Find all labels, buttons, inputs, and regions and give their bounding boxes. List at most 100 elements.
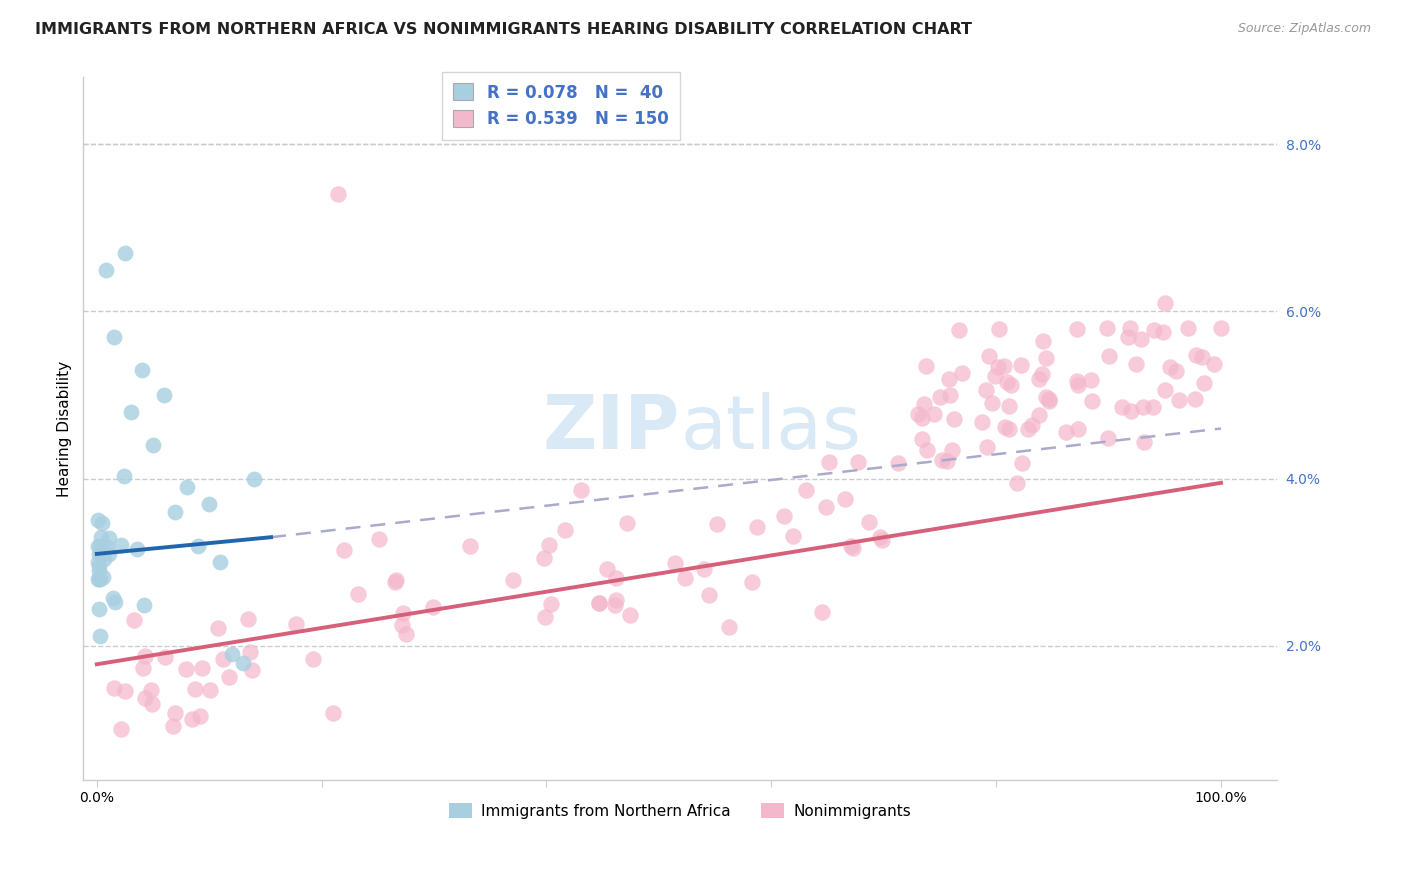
Point xyxy=(122,613,145,627)
Point xyxy=(950,366,973,380)
Point xyxy=(87,555,110,569)
Point xyxy=(596,561,619,575)
Point xyxy=(588,596,610,610)
Point xyxy=(534,609,557,624)
Point xyxy=(346,587,368,601)
Point xyxy=(540,597,562,611)
Point xyxy=(533,550,555,565)
Point xyxy=(89,602,111,616)
Point xyxy=(1191,351,1213,365)
Point xyxy=(385,573,408,587)
Point xyxy=(939,388,962,402)
Point xyxy=(1038,394,1060,409)
Point xyxy=(187,539,209,553)
Point xyxy=(912,397,935,411)
Point xyxy=(1010,358,1032,372)
Point xyxy=(782,529,804,543)
Point xyxy=(1097,321,1119,335)
Point xyxy=(98,548,121,562)
Point xyxy=(772,509,794,524)
Point xyxy=(846,455,869,469)
Point xyxy=(391,618,413,632)
Point xyxy=(142,438,165,452)
Point xyxy=(87,572,110,586)
Point xyxy=(328,187,350,202)
Point xyxy=(1035,390,1057,404)
Point xyxy=(103,591,125,606)
Point xyxy=(1121,403,1143,417)
Point xyxy=(941,442,963,457)
Point xyxy=(89,572,111,586)
Point xyxy=(110,723,132,737)
Point xyxy=(948,323,970,337)
Point xyxy=(741,574,763,589)
Point xyxy=(1066,321,1088,335)
Point xyxy=(1168,393,1191,408)
Point xyxy=(616,516,638,531)
Point xyxy=(120,405,142,419)
Point xyxy=(89,539,111,553)
Point xyxy=(569,483,592,497)
Point xyxy=(811,605,834,619)
Point xyxy=(322,706,344,720)
Point xyxy=(1130,332,1153,346)
Point xyxy=(1054,425,1077,439)
Text: atlas: atlas xyxy=(681,392,862,465)
Point xyxy=(911,432,934,446)
Point xyxy=(1154,384,1177,398)
Point xyxy=(458,539,481,553)
Point xyxy=(391,607,413,621)
Point xyxy=(1031,367,1053,381)
Point xyxy=(1028,372,1050,386)
Point xyxy=(103,595,125,609)
Point xyxy=(1132,435,1154,450)
Point xyxy=(139,683,162,698)
Point xyxy=(96,540,118,554)
Point xyxy=(1111,400,1133,414)
Point xyxy=(1118,321,1140,335)
Point xyxy=(1097,431,1119,445)
Point xyxy=(301,652,323,666)
Point xyxy=(1021,418,1043,433)
Point xyxy=(218,670,240,684)
Point xyxy=(384,574,406,589)
Point xyxy=(207,621,229,635)
Point xyxy=(103,329,125,343)
Point xyxy=(367,532,389,546)
Point xyxy=(693,562,716,576)
Point xyxy=(1125,357,1147,371)
Point xyxy=(114,683,136,698)
Point xyxy=(87,547,110,561)
Point xyxy=(87,512,110,526)
Point xyxy=(988,322,1011,336)
Point xyxy=(212,651,235,665)
Point xyxy=(1080,373,1102,387)
Point xyxy=(209,555,232,569)
Point xyxy=(132,661,155,675)
Point xyxy=(198,683,221,698)
Point xyxy=(1202,357,1225,371)
Point xyxy=(184,681,207,696)
Point xyxy=(998,399,1021,413)
Point xyxy=(1194,376,1216,390)
Point xyxy=(745,520,768,534)
Point xyxy=(1153,296,1175,310)
Point xyxy=(1007,476,1029,491)
Point xyxy=(1177,321,1199,335)
Point xyxy=(94,262,117,277)
Point xyxy=(717,620,740,634)
Point xyxy=(422,600,444,615)
Point xyxy=(993,359,1015,373)
Point xyxy=(162,718,184,732)
Point xyxy=(87,564,110,578)
Point xyxy=(814,500,837,515)
Point xyxy=(395,626,418,640)
Point xyxy=(998,422,1021,436)
Point xyxy=(98,531,121,545)
Point xyxy=(987,359,1010,374)
Point xyxy=(243,472,266,486)
Point xyxy=(87,572,110,586)
Point xyxy=(1032,334,1054,348)
Point xyxy=(993,419,1015,434)
Point xyxy=(284,617,307,632)
